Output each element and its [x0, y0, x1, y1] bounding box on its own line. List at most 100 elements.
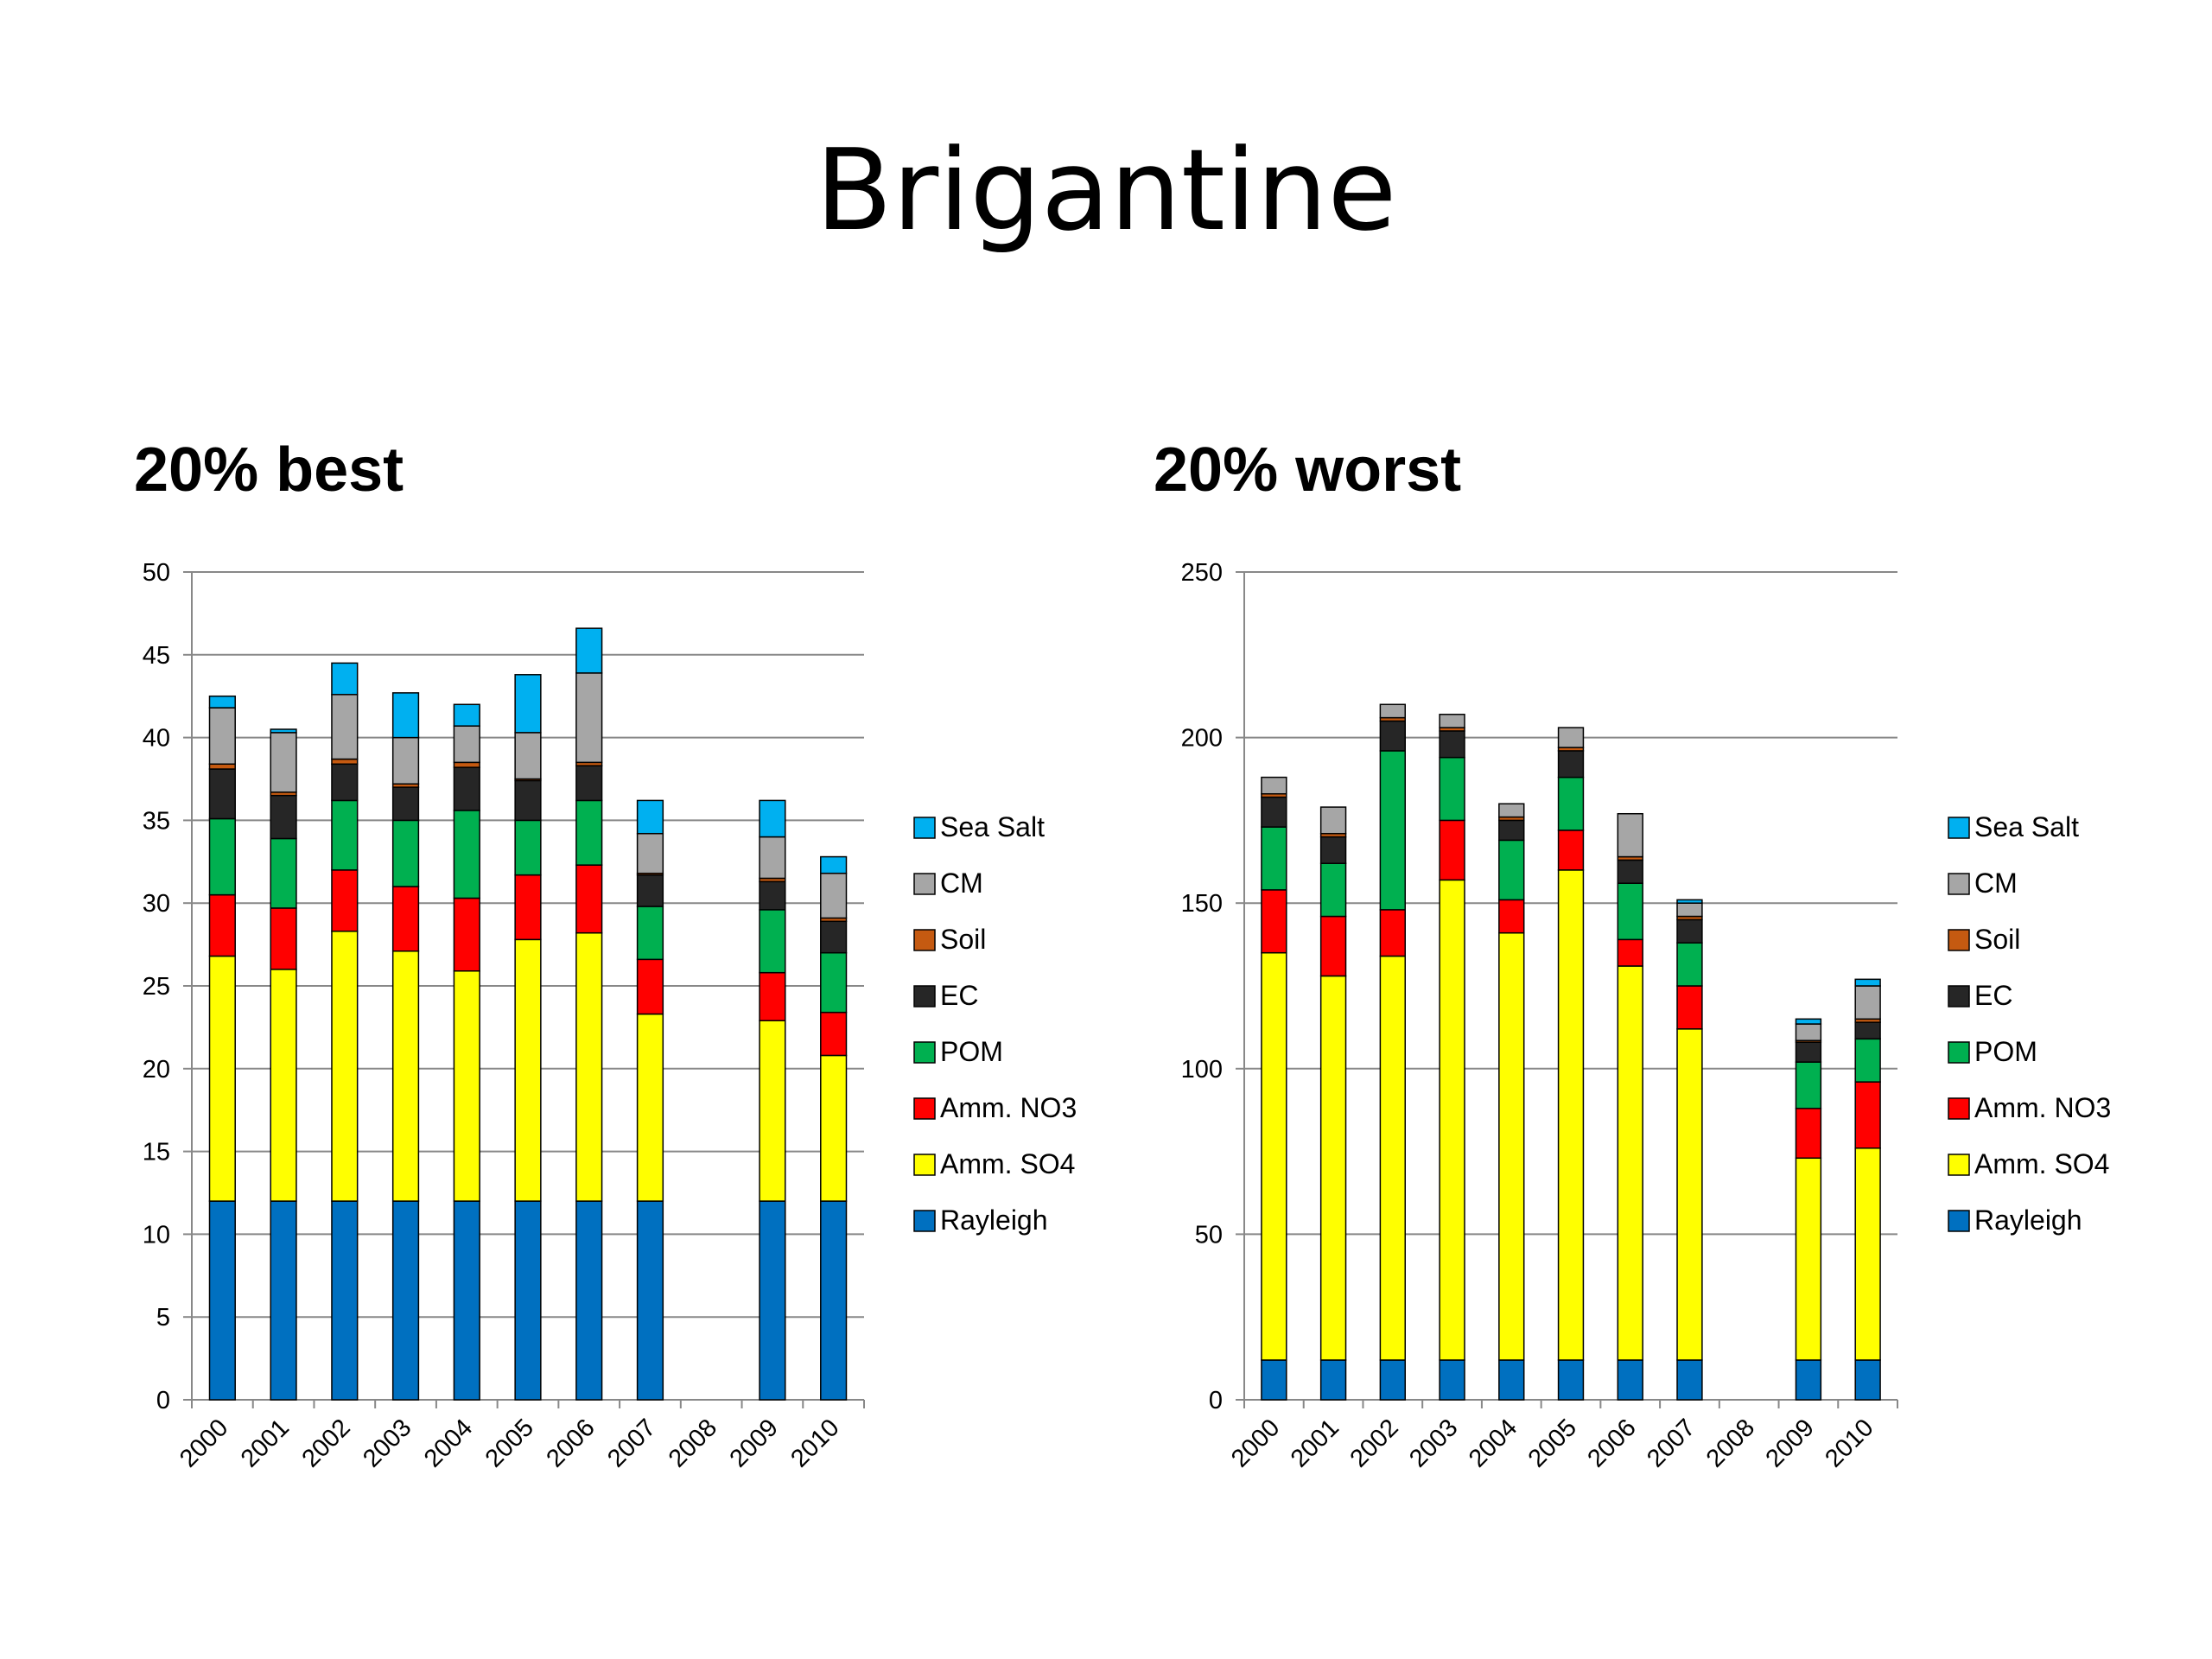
- x-tick-label: 2010: [1820, 1414, 1878, 1472]
- chart-best: 0 5 10 15 20 25 30 35 40 45 50 2000 2001 2002 2003 2004…: [143, 559, 1077, 1473]
- bar-ec-2007: [1676, 918, 1703, 944]
- bar-cm-2007: [636, 832, 664, 874]
- bar-pom-2000: [1261, 826, 1287, 891]
- bar-amm-so4-2009: [759, 1020, 786, 1202]
- bar-amm-so4-2000: [1261, 951, 1287, 1361]
- x-tick-label: 2001: [1286, 1414, 1344, 1472]
- bar-rayleigh-2003: [1439, 1359, 1465, 1401]
- x-tick-label: 2002: [297, 1414, 356, 1472]
- bar-cm-2000: [1261, 776, 1287, 795]
- bar-cm-2009: [759, 836, 786, 880]
- legend-label-ec: EC: [940, 980, 978, 1011]
- bar-ec-2005: [514, 779, 542, 822]
- legend-swatch-amm-so4: [1948, 1154, 1970, 1176]
- bar-pom-2006: [1617, 882, 1643, 941]
- legend-swatch-ec: [1948, 985, 1970, 1007]
- bar-amm-so4-2003: [391, 950, 420, 1202]
- bar-amm-no3-2001: [270, 907, 297, 970]
- bar-amm-so4-2010: [1854, 1147, 1881, 1361]
- x-tick-label: 2009: [725, 1414, 784, 1472]
- bar-sea-salt-2005: [514, 674, 542, 734]
- bar-cm-2001: [270, 732, 297, 793]
- chart-title-best: 20% best: [134, 435, 404, 505]
- bar-rayleigh-2010: [820, 1200, 848, 1401]
- bar-cm-2010: [820, 872, 848, 919]
- bar-rayleigh-2009: [759, 1200, 786, 1401]
- bar-cm-2007: [1676, 902, 1703, 918]
- bar-pom-2005: [1557, 776, 1585, 831]
- y-tick-label: 0: [1209, 1387, 1223, 1414]
- y-tick-label: 5: [156, 1304, 170, 1332]
- y-tick-label: 100: [1181, 1056, 1223, 1084]
- bar-amm-no3-2001: [1319, 915, 1347, 977]
- x-tick-label: 2005: [1523, 1414, 1582, 1472]
- legend-label-cm: CM: [940, 868, 983, 899]
- x-tick-label: 2001: [236, 1414, 295, 1472]
- bar-sea-salt-2004: [453, 703, 480, 727]
- bar-amm-no3-2007: [1676, 985, 1703, 1030]
- bar-cm-2002: [1379, 703, 1407, 719]
- bar-soil-2004: [453, 761, 480, 768]
- bar-ec-2009: [1795, 1041, 1822, 1063]
- bar-ec-2009: [759, 880, 786, 911]
- bar-cm-2005: [1557, 727, 1585, 748]
- bar-amm-no3-2005: [1557, 830, 1585, 871]
- x-tick-label: 2008: [1701, 1414, 1760, 1472]
- bar-amm-so4-2006: [1617, 965, 1643, 1361]
- legend-swatch-amm-no3: [913, 1097, 936, 1120]
- bar-ec-2004: [453, 766, 480, 811]
- bar-ec-2010: [820, 920, 848, 954]
- bar-pom-2004: [1498, 839, 1525, 901]
- legend-label-sea-salt: Sea Salt: [1974, 811, 2079, 842]
- x-tick-label: 2000: [175, 1414, 233, 1472]
- y-tick-label: 0: [156, 1387, 170, 1414]
- bar-amm-no3-2000: [208, 893, 236, 957]
- bar-pom-2000: [208, 817, 236, 896]
- bar-amm-so4-2004: [1498, 931, 1525, 1361]
- y-tick-label: 15: [143, 1139, 170, 1166]
- legend-label-cm: CM: [1974, 868, 2018, 899]
- bar-rayleigh-2003: [391, 1200, 420, 1401]
- bar-pom-2006: [575, 799, 603, 866]
- y-tick-label: 250: [1181, 559, 1223, 587]
- bar-sea-salt-2000: [208, 695, 236, 709]
- bar-amm-so4-2004: [453, 970, 480, 1202]
- bar-sea-salt-2001: [270, 728, 297, 734]
- bar-cm-2001: [1319, 806, 1347, 835]
- legend-swatch-soil: [1948, 929, 1970, 951]
- bar-pom-2003: [391, 819, 420, 887]
- bar-rayleigh-2004: [1498, 1359, 1525, 1401]
- bar-rayleigh-2001: [270, 1200, 297, 1401]
- x-tick-label: 2004: [1464, 1414, 1522, 1472]
- bar-rayleigh-2005: [514, 1200, 542, 1401]
- bar-rayleigh-2005: [1557, 1359, 1585, 1401]
- bar-ec-2002: [331, 763, 359, 802]
- legend-swatch-soil: [913, 929, 936, 951]
- bar-amm-so4-2000: [208, 955, 236, 1202]
- x-tick-label: 2010: [785, 1414, 844, 1472]
- bar-ec-2001: [270, 794, 297, 840]
- bar-pom-2002: [1379, 750, 1407, 911]
- bar-cm-2004: [1498, 803, 1525, 818]
- x-tick-label: 2006: [541, 1414, 600, 1472]
- y-tick-label: 45: [143, 642, 170, 670]
- y-tick-label: 50: [143, 559, 170, 587]
- bar-pom-2001: [270, 837, 297, 909]
- bar-cm-2004: [453, 725, 480, 764]
- bar-pom-2007: [1676, 942, 1703, 987]
- bar-amm-no3-2004: [1498, 899, 1525, 934]
- bar-amm-no3-2000: [1261, 889, 1287, 954]
- bar-pom-2001: [1319, 862, 1347, 918]
- bar-amm-no3-2002: [331, 869, 359, 932]
- bar-amm-no3-2006: [575, 864, 603, 934]
- legend-swatch-amm-so4: [913, 1154, 936, 1176]
- legend-label-amm-so4: Amm. SO4: [1974, 1148, 2109, 1179]
- bar-sea-salt-2007: [636, 799, 664, 835]
- x-tick-label: 2003: [1404, 1414, 1463, 1472]
- bar-ec-2006: [575, 765, 603, 802]
- bar-rayleigh-2000: [1261, 1359, 1287, 1401]
- x-tick-label: 2003: [358, 1414, 416, 1472]
- bar-pom-2003: [1439, 756, 1465, 822]
- y-tick-label: 30: [143, 890, 170, 918]
- bar-sea-salt-2010: [1854, 978, 1881, 987]
